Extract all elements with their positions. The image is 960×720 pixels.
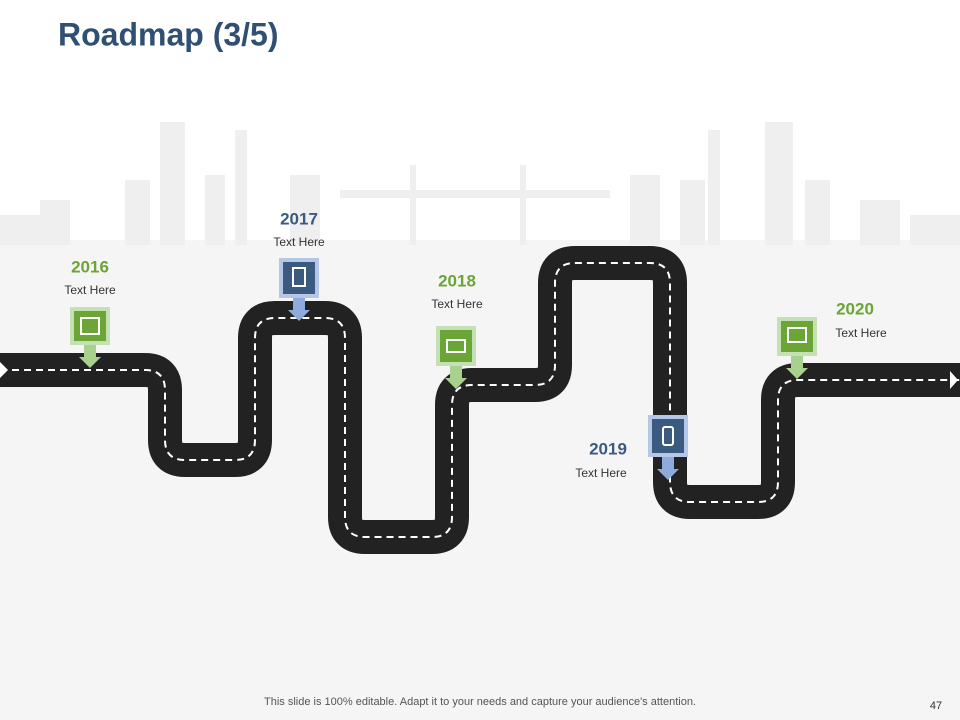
footer-note: This slide is 100% editable. Adapt it to…	[264, 696, 696, 708]
road	[0, 246, 960, 554]
milestone-year: 2019	[589, 439, 627, 458]
page-number: 47	[930, 700, 942, 712]
milestone-year: 2017	[280, 209, 318, 228]
ground	[0, 240, 960, 720]
milestone-text: Text Here	[431, 297, 483, 311]
markers	[70, 258, 817, 480]
title: Roadmap (3/5)	[58, 16, 278, 52]
milestone-year: 2020	[836, 299, 874, 318]
milestone-text: Text Here	[575, 466, 627, 480]
marker-2020	[777, 317, 817, 379]
marker-2016	[70, 307, 110, 368]
marker-2017	[279, 258, 319, 321]
milestone-year: 2018	[438, 271, 476, 290]
milestone-year: 2016	[71, 257, 109, 276]
milestone-text: Text Here	[835, 326, 887, 340]
skyline	[0, 122, 960, 245]
marker-2019	[648, 415, 688, 480]
marker-2018	[436, 326, 476, 389]
milestone-text: Text Here	[273, 235, 325, 249]
milestone-text: Text Here	[64, 283, 116, 297]
